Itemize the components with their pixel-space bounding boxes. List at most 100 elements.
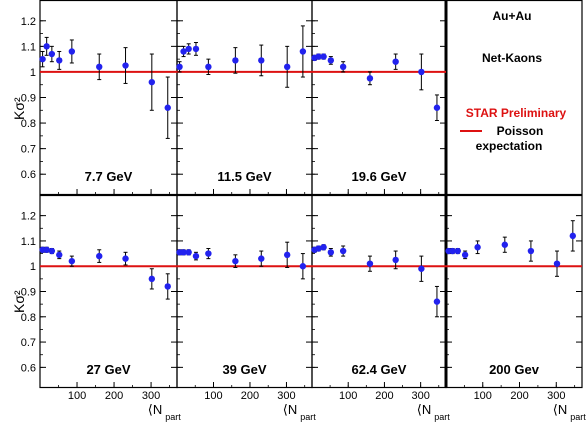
data-point xyxy=(258,255,265,262)
panel-frame xyxy=(176,194,313,389)
y-tick-label: 0.9 xyxy=(21,93,36,105)
y-tick-label: 1 xyxy=(30,261,36,273)
panel-energy-label: 62.4 GeV xyxy=(352,362,407,377)
data-point xyxy=(283,251,291,259)
data-point xyxy=(433,104,441,111)
panel-6: 100 200 300 62.4 GeV xyxy=(311,215,446,402)
x-tick-label: 300 xyxy=(411,390,429,402)
x-tick-label: 300 xyxy=(547,390,565,402)
panel-energy-label: 27 GeV xyxy=(86,362,130,377)
x-tick-label: 300 xyxy=(142,390,160,402)
y-axis-label: Kσ² xyxy=(11,97,27,120)
data-point xyxy=(474,244,481,251)
x-axis-label: ⟨N xyxy=(148,402,162,417)
data-point xyxy=(148,275,156,283)
panel-frame xyxy=(39,194,178,389)
data-point xyxy=(418,265,425,272)
data-point xyxy=(392,256,399,264)
y-tick-label: 0.7 xyxy=(21,144,36,156)
x-tick-label: 300 xyxy=(277,390,295,402)
legend-frame xyxy=(445,0,583,196)
data-point xyxy=(68,48,76,55)
data-point xyxy=(433,298,441,305)
y-tick-label: 1.1 xyxy=(21,41,36,53)
legend-poisson-line1: Poisson xyxy=(497,124,544,138)
panel-frame xyxy=(176,0,313,196)
data-point xyxy=(320,244,327,251)
legend-species: Net-Kaons xyxy=(482,51,542,65)
data-point xyxy=(180,48,187,55)
x-axis-label-subscript: part xyxy=(165,412,181,422)
data-point xyxy=(449,247,456,255)
data-point xyxy=(327,57,335,64)
data-point xyxy=(299,48,307,55)
legend-poisson-line2: expectation xyxy=(476,139,543,153)
data-point xyxy=(258,57,265,64)
panel-energy-label: 7.7 GeV xyxy=(85,169,133,184)
legend-preliminary: STAR Preliminary xyxy=(466,106,567,120)
data-point xyxy=(569,232,577,240)
y-tick-label: 1.1 xyxy=(21,236,36,248)
legend-panel: Au+Au Net-Kaons STAR Preliminary Poisson… xyxy=(460,9,567,153)
data-point xyxy=(232,57,239,64)
data-point xyxy=(185,249,192,256)
data-point xyxy=(48,50,56,58)
y-axis-label: Kσ² xyxy=(11,290,27,313)
x-axis-label: ⟨N xyxy=(283,402,297,417)
data-point xyxy=(461,251,469,259)
panel-2: 11.5 GeV xyxy=(176,20,312,195)
y-tick-label: 0.6 xyxy=(21,362,36,374)
panel-frame xyxy=(311,0,447,196)
data-point xyxy=(39,55,46,63)
data-point xyxy=(418,68,425,76)
data-point xyxy=(315,53,322,60)
x-tick-label: 100 xyxy=(339,390,357,402)
x-axis-label: ⟨N xyxy=(417,402,431,417)
x-tick-label: 200 xyxy=(375,390,393,402)
y-tick-label: 0.9 xyxy=(21,287,36,299)
y-tick-label: 0.8 xyxy=(21,118,36,130)
data-point xyxy=(339,247,347,255)
data-point xyxy=(56,251,63,259)
x-tick-label: 100 xyxy=(474,390,492,402)
data-point xyxy=(205,63,212,71)
data-point xyxy=(164,283,171,290)
data-point xyxy=(180,249,187,256)
data-point xyxy=(320,53,327,60)
data-point xyxy=(48,247,56,255)
x-axis-label-subscript: part xyxy=(300,412,316,422)
panel-5: 100 200 300 39 GeV xyxy=(176,215,312,402)
x-axis-label-subscript: part xyxy=(434,412,450,422)
y-tick-label: 0.6 xyxy=(21,169,36,181)
data-point xyxy=(527,247,535,255)
data-point xyxy=(283,63,291,71)
panel-1: 0.6 0.7 0.8 0.9 1 1.1 1.2 7.7 GeV xyxy=(21,16,177,195)
data-point xyxy=(339,63,347,71)
data-point xyxy=(327,249,335,256)
data-point xyxy=(205,250,212,257)
data-point xyxy=(392,58,399,65)
data-point xyxy=(96,63,103,71)
y-tick-label: 0.8 xyxy=(21,312,36,324)
panel-energy-label: 39 GeV xyxy=(222,362,266,377)
legend-system: Au+Au xyxy=(493,9,532,23)
data-point xyxy=(454,247,461,255)
y-tick-label: 0.7 xyxy=(21,337,36,349)
data-point xyxy=(299,263,307,270)
panel-frame xyxy=(445,194,583,389)
data-point xyxy=(96,252,103,260)
data-point xyxy=(366,260,374,267)
data-point xyxy=(366,75,374,82)
data-point xyxy=(43,246,50,253)
data-point xyxy=(176,63,183,71)
y-tick-label: 1.2 xyxy=(21,211,36,223)
panel-energy-label: 200 Gev xyxy=(489,362,540,377)
data-point xyxy=(192,45,200,53)
x-axis-label-subscript: part xyxy=(570,412,586,422)
data-point xyxy=(232,257,239,265)
panel-7: 100 200 300 200 Gev xyxy=(445,215,582,402)
data-point xyxy=(122,255,129,262)
data-point xyxy=(68,257,76,265)
